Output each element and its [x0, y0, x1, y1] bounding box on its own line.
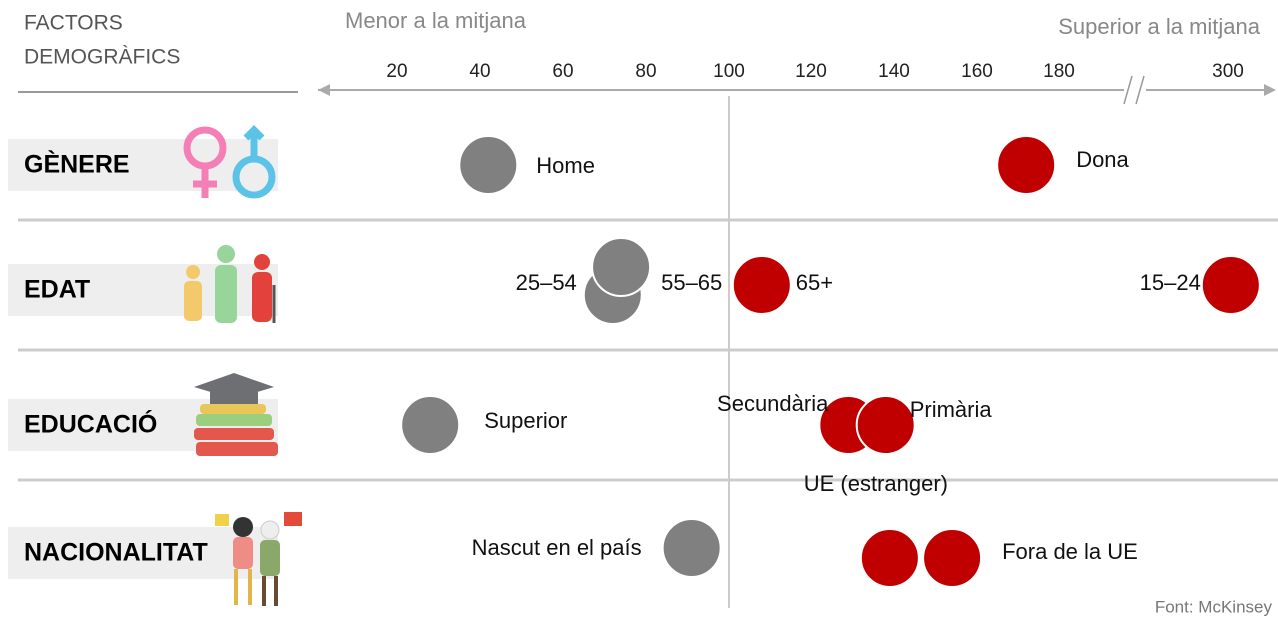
dot: [661, 518, 722, 578]
point-label: 15–24: [1140, 270, 1201, 295]
point-label: Secundària: [717, 391, 829, 416]
x-tick-label: 180: [1043, 61, 1075, 82]
category-label: EDUCACIÓ: [24, 409, 157, 439]
x-tick-label: 140: [878, 61, 910, 82]
gender-icon: [183, 125, 276, 199]
source: Font: McKinsey: [1155, 597, 1273, 616]
category-box: [8, 139, 278, 191]
dot: [731, 255, 792, 315]
education-icon: [194, 373, 278, 456]
point-label: 65+: [796, 270, 833, 295]
x-tick-label: 160: [961, 61, 993, 82]
age-icon: [184, 245, 276, 323]
category-label: EDAT: [24, 276, 90, 304]
dot: [458, 135, 519, 195]
title-line: FACTORS: [24, 12, 123, 35]
x-tick-label: 80: [635, 61, 656, 82]
point-label: Nascut en el país: [472, 535, 642, 560]
category-label: GÈNERE: [24, 150, 130, 179]
point-label: Superior: [484, 408, 567, 433]
dot: [855, 395, 916, 455]
dot: [922, 528, 983, 588]
dot: [591, 237, 652, 297]
point-label: Home: [536, 153, 595, 178]
dot: [400, 395, 461, 455]
point-label: 55–65: [661, 270, 722, 295]
dot: [1200, 255, 1261, 315]
right-label: Superior a la mitjana: [1058, 14, 1261, 39]
nationality-icon: [215, 512, 302, 606]
x-tick-label: 60: [552, 61, 573, 82]
point-label: Fora de la UE: [1002, 539, 1138, 564]
x-tick-label: 20: [386, 61, 407, 82]
point-label: UE (estranger): [804, 471, 948, 496]
dot: [859, 528, 920, 588]
point-label: 25–54: [516, 270, 577, 295]
title-line: DEMOGRÀFICS: [24, 46, 180, 69]
point-label: Dona: [1076, 147, 1129, 172]
x-tick-label: 40: [469, 61, 490, 82]
x-tick-label: 300: [1212, 61, 1244, 82]
x-tick-label: 100: [713, 61, 745, 82]
left-label: Menor a la mitjana: [345, 8, 527, 33]
point-label: Primària: [910, 397, 993, 422]
x-tick-label: 120: [795, 61, 827, 82]
row-dividers: [18, 218, 1278, 482]
dots: [400, 135, 1261, 588]
category-label: NACIONALITAT: [24, 539, 208, 567]
dot: [996, 135, 1057, 195]
axis-break: [1123, 75, 1145, 105]
